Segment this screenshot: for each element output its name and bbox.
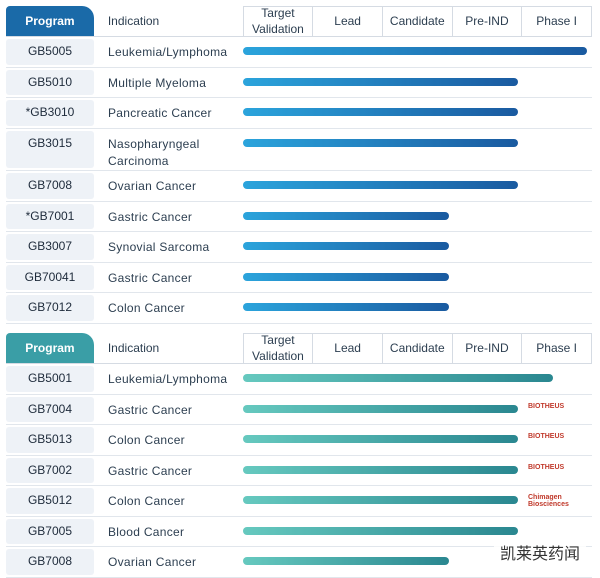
indication-cell: Gastric Cancer <box>108 209 193 224</box>
header-stage: Candidate <box>381 6 453 36</box>
panel: Program Indication Target Validation Lead Ca… <box>6 6 592 324</box>
header-stage: Candidate <box>381 333 453 363</box>
header-stage: Target Validation <box>242 333 314 363</box>
pipeline-row: GB5012 Colon Cancer Chimagen Biosciences <box>6 486 592 517</box>
progress-bar <box>243 303 450 312</box>
program-cell: *GB7001 <box>6 203 94 230</box>
indication-cell: Colon Cancer <box>108 494 185 508</box>
progress-bar <box>243 404 519 413</box>
indication-cell: Nasopharyngeal Carcinoma <box>108 136 200 168</box>
progress-bar <box>243 435 519 443</box>
progress-bar <box>243 47 587 55</box>
partner-label: BIOTHEUS <box>528 402 565 410</box>
program-cell: GB7008 <box>6 549 94 575</box>
program-cell: GB7002 <box>6 457 94 483</box>
progress-bar <box>243 108 519 116</box>
header-stage: Lead <box>312 6 383 36</box>
indication-cell: Gastric Cancer <box>108 270 193 285</box>
pipeline-row: GB3007 Synovial Sarcoma <box>6 232 592 263</box>
indication-cell: Gastric Cancer <box>108 402 193 417</box>
header-indication: Indication <box>107 341 160 355</box>
pipeline-row: GB5001 Leukemia/Lymphoma <box>6 364 592 395</box>
indication-cell: Leukemia/Lymphoma <box>108 45 228 59</box>
program-cell: GB5001 <box>6 366 94 392</box>
indication-cell: Leukemia/Lymphoma <box>108 372 228 386</box>
progress-bar <box>243 374 553 382</box>
header-stage: Phase I <box>521 6 592 36</box>
pipeline-row: GB7005 Blood Cancer <box>6 517 592 547</box>
indication-cell: Pancreatic Cancer <box>108 106 212 120</box>
progress-bar <box>243 138 519 147</box>
pipeline-row: GB7002 Gastric Cancer BIOTHEUS <box>6 456 592 486</box>
pipeline-row: GB3015 Nasopharyngeal Carcinoma <box>6 129 592 172</box>
indication-cell: Multiple Myeloma <box>108 75 207 90</box>
pipeline-row: *GB7001 Gastric Cancer <box>6 202 592 233</box>
pipeline-row: GB7008 Ovarian Cancer <box>6 171 592 202</box>
panel: Program Indication Target Validation Lead Ca… <box>6 333 592 578</box>
watermark: 凯莱英药闻 <box>493 538 586 566</box>
program-cell: GB3007 <box>6 234 94 260</box>
progress-bar <box>243 77 519 86</box>
indication-cell: Ovarian Cancer <box>108 555 197 569</box>
progress-bar <box>243 496 519 504</box>
partner-label: BIOTHEUS <box>528 433 565 440</box>
pipeline-row: GB7012 Colon Cancer <box>6 293 592 324</box>
progress-bar <box>243 557 450 565</box>
program-cell: GB7004 <box>6 396 94 422</box>
header-program: Program <box>6 6 94 36</box>
indication-cell: Gastric Cancer <box>108 463 193 478</box>
pipeline-row: GB5013 Colon Cancer BIOTHEUS <box>6 425 592 456</box>
progress-bar <box>243 465 519 474</box>
indication-cell: Ovarian Cancer <box>108 179 197 194</box>
pipeline-row: GB7008 Ovarian Cancer <box>6 547 592 578</box>
pipeline-row: GB7004 Gastric Cancer BIOTHEUS <box>6 395 592 425</box>
partner-label: BIOTHEUS <box>528 463 565 471</box>
program-cell: GB5005 <box>6 39 94 65</box>
indication-cell: Synovial Sarcoma <box>108 240 210 255</box>
indication-cell: Colon Cancer <box>108 301 185 316</box>
program-cell: *GB3010 <box>6 100 94 126</box>
progress-bar <box>243 526 519 535</box>
progress-bar <box>243 242 450 251</box>
header-program: Program <box>6 333 94 363</box>
program-cell: GB5012 <box>6 488 94 514</box>
progress-bar <box>243 272 450 281</box>
header-stage: Target Validation <box>242 6 314 36</box>
header-stage: Lead <box>312 333 383 363</box>
pipeline-row: GB5010 Multiple Myeloma <box>6 68 592 98</box>
indication-cell: Blood Cancer <box>108 524 185 539</box>
program-cell: GB7012 <box>6 295 94 321</box>
progress-bar <box>243 181 519 190</box>
header-stage: Pre-IND <box>451 333 523 363</box>
indication-cell: Colon Cancer <box>108 433 185 447</box>
program-cell: GB7008 <box>6 173 94 199</box>
program-cell: GB5013 <box>6 427 94 453</box>
program-cell: GB5010 <box>6 69 94 95</box>
program-cell: GB7005 <box>6 518 94 544</box>
header-stage: Pre-IND <box>451 6 523 36</box>
program-cell: GB70041 <box>6 264 94 291</box>
pipeline-row: GB70041 Gastric Cancer <box>6 263 592 294</box>
pipeline-row: GB5005 Leukemia/Lymphoma <box>6 37 592 68</box>
partner-label: Chimagen Biosciences <box>528 494 569 508</box>
header-row: Program Indication Target Validation Lead Ca… <box>6 333 592 364</box>
header-row: Program Indication Target Validation Lead Ca… <box>6 6 592 37</box>
program-cell: GB3015 <box>6 130 94 169</box>
header-stage: Phase I <box>521 333 592 363</box>
progress-bar <box>243 211 450 220</box>
header-indication: Indication <box>107 14 160 28</box>
pipeline-row: *GB3010 Pancreatic Cancer <box>6 98 592 129</box>
